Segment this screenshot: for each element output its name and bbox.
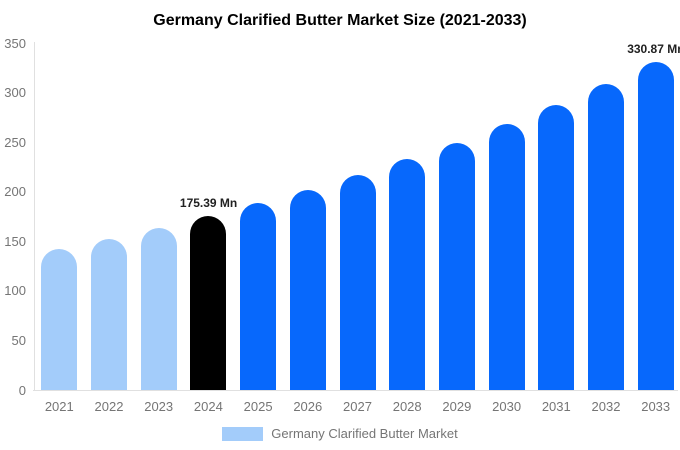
bar-2025[interactable] xyxy=(240,203,277,390)
x-tick-label-2029: 2029 xyxy=(442,399,472,414)
bar-2027[interactable] xyxy=(339,175,376,390)
bar-2026[interactable] xyxy=(289,189,326,390)
x-tick-label-2032: 2032 xyxy=(591,399,621,414)
bar-2022[interactable] xyxy=(91,239,127,390)
legend-label: Germany Clarified Butter Market xyxy=(271,426,458,441)
x-tick-label-2026: 2026 xyxy=(293,399,323,414)
y-tick-label: 0 xyxy=(18,382,26,398)
x-tick-label-2023: 2023 xyxy=(144,399,174,414)
bar-2028[interactable] xyxy=(389,159,426,390)
x-tick-label-2022: 2022 xyxy=(94,399,124,414)
x-tick-label-2025: 2025 xyxy=(243,399,273,414)
x-tick-label-2024: 2024 xyxy=(193,399,223,414)
chart-legend: Germany Clarified Butter Market xyxy=(0,426,680,441)
bar-2021[interactable] xyxy=(41,249,78,390)
bar-2032[interactable] xyxy=(588,84,624,390)
y-tick-label: 100 xyxy=(4,283,26,299)
y-tick-label: 350 xyxy=(4,35,26,51)
x-axis-baseline xyxy=(33,390,678,391)
legend-swatch xyxy=(222,426,264,441)
x-tick-label-2033: 2033 xyxy=(641,399,671,414)
y-tick-label: 300 xyxy=(4,85,26,101)
bar-2030[interactable] xyxy=(488,124,525,390)
bar-2024[interactable] xyxy=(190,216,227,390)
x-tick-label-2031: 2031 xyxy=(541,399,571,414)
y-axis-line xyxy=(34,42,35,390)
bar-2029[interactable] xyxy=(438,142,475,390)
bar-2023[interactable] xyxy=(140,227,177,390)
x-tick-label-2027: 2027 xyxy=(343,399,372,414)
x-tick-label-2028: 2028 xyxy=(392,399,422,414)
bar-2031[interactable] xyxy=(538,105,575,390)
x-tick-label-2021: 2021 xyxy=(44,399,74,414)
y-tick-label: 50 xyxy=(11,332,26,348)
x-tick-label-2030: 2030 xyxy=(492,399,522,414)
y-tick-label: 250 xyxy=(4,134,26,150)
bar-2033[interactable] xyxy=(637,61,674,390)
chart-title: Germany Clarified Butter Market Size (20… xyxy=(153,12,527,29)
annotation-2033: 330.87 Mn xyxy=(627,41,680,56)
y-tick-label: 200 xyxy=(4,184,26,200)
annotation-2024: 175.39 Mn xyxy=(179,196,238,211)
y-tick-label: 150 xyxy=(4,233,26,249)
